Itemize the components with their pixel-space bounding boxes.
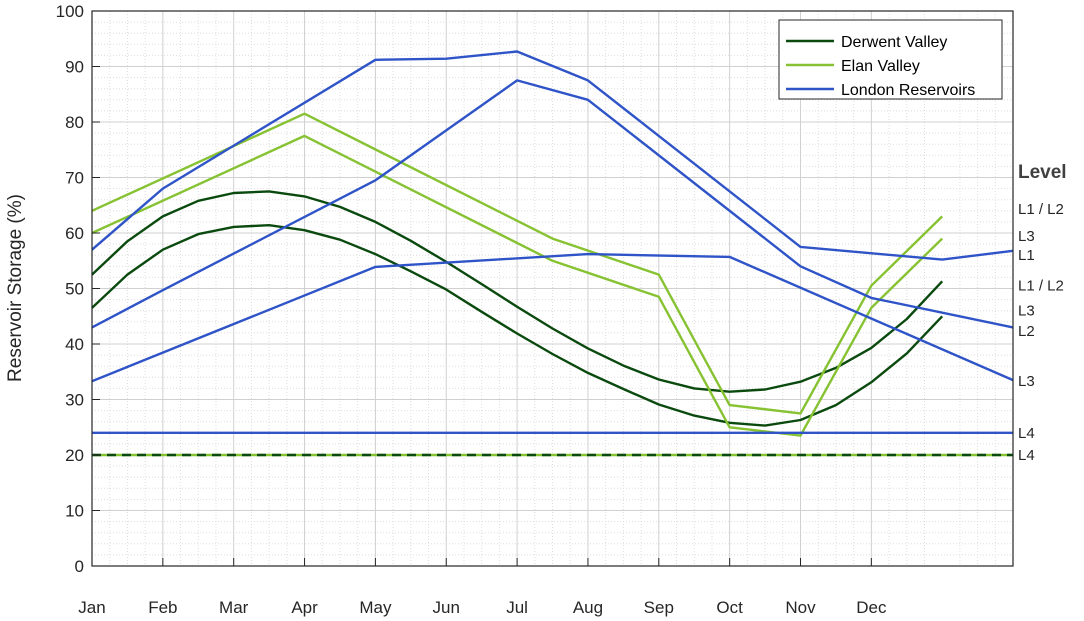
minor-grid: [92, 11, 1013, 566]
series-line-7: [91, 252, 1014, 383]
level-header: Level: [1018, 162, 1067, 183]
x-tick-label: Feb: [148, 598, 177, 617]
level-label: L4: [1018, 425, 1035, 442]
y-tick-label: 80: [65, 113, 84, 132]
series-layer: [91, 50, 1014, 457]
x-tick-label: Jul: [506, 598, 528, 617]
x-tick-label: Jan: [78, 598, 105, 617]
x-tick-label: Mar: [219, 598, 249, 617]
level-label: L2: [1018, 323, 1035, 340]
y-tick-label: 0: [75, 557, 84, 576]
y-tick-label: 30: [65, 391, 84, 410]
level-label: L1 / L2: [1018, 201, 1064, 218]
y-tick-label: 50: [65, 280, 84, 299]
y-tick-label: 90: [65, 58, 84, 77]
legend-label: London Reservoirs: [841, 82, 975, 99]
x-tick-label: May: [359, 598, 392, 617]
legend-label: Elan Valley: [841, 58, 920, 75]
y-tick-label: 40: [65, 335, 84, 354]
x-tick-label: Apr: [291, 598, 318, 617]
legend-box: [778, 19, 1003, 100]
series-line-1: [91, 190, 944, 393]
legend-label: Derwent Valley: [841, 34, 947, 51]
level-label: L4: [1018, 447, 1035, 464]
legend: Derwent Valley Elan Valley London Reservoi…: [778, 19, 1003, 100]
x-axis: Jan Feb Mar Apr May Jun Jul Aug Sep Oct Nov Dec: [78, 558, 887, 617]
y-axis-title: Reservoir Storage (%): [5, 194, 26, 382]
series-line-4: [91, 134, 944, 437]
x-tick-label: Dec: [856, 598, 887, 617]
series-line-5: [91, 50, 1014, 261]
x-tick-label: Oct: [716, 598, 743, 617]
series-line-3: [91, 112, 944, 415]
level-label: L1: [1018, 247, 1035, 264]
y-tick-label: 70: [65, 169, 84, 188]
series-line-6: [91, 79, 1014, 329]
y-tick-label: 10: [65, 502, 84, 521]
y-tick-label: 20: [65, 446, 84, 465]
y-axis: 0 10 20 30 40 50 60 70 80 90 100: [56, 2, 100, 576]
level-label: L3: [1018, 303, 1035, 320]
level-label: L3: [1018, 373, 1035, 390]
legend-items: Derwent Valley Elan Valley London Reservoi…: [786, 34, 975, 99]
level-label: L1 / L2: [1018, 278, 1064, 295]
x-tick-label: Jun: [433, 598, 460, 617]
x-tick-label: Sep: [644, 598, 674, 617]
y-tick-label: 100: [56, 2, 84, 21]
series-line-2: [91, 223, 944, 427]
level-label: L3: [1018, 228, 1035, 245]
x-tick-label: Aug: [573, 598, 603, 617]
y-tick-label: 60: [65, 224, 84, 243]
x-tick-label: Nov: [785, 598, 816, 617]
level-labels: L1 / L2 L3 L1 L1 / L2 L3 L2 L3 L4 L4: [1018, 201, 1064, 464]
